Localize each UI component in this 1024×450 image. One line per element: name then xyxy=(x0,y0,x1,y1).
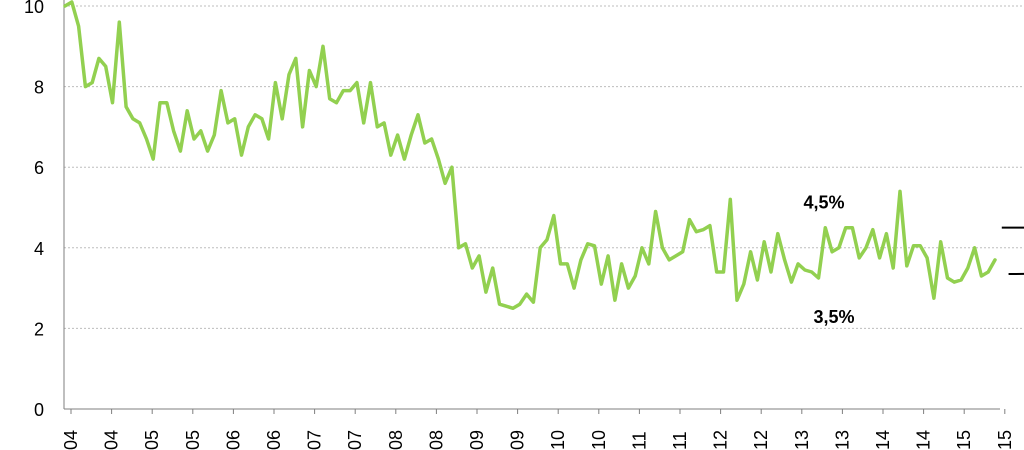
x-tick-label: 12 xyxy=(711,430,731,450)
x-tick-label: 07 xyxy=(345,430,365,450)
y-tick-label: 6 xyxy=(34,158,44,178)
reference-label-upper: 4,5% xyxy=(803,193,844,213)
x-tick-label: 08 xyxy=(426,430,446,450)
x-tick-label: 09 xyxy=(508,430,528,450)
x-tick-label: 11 xyxy=(629,431,649,450)
x-tick-label: 06 xyxy=(223,430,243,450)
x-tick-label: 07 xyxy=(305,430,325,450)
x-tick-label: 14 xyxy=(914,430,934,450)
x-tick-label: 08 xyxy=(386,430,406,450)
y-tick-label: 2 xyxy=(34,319,44,339)
x-tick-label: 11 xyxy=(670,431,690,450)
y-tick-label: 0 xyxy=(34,400,44,420)
reference-line-lower xyxy=(1008,272,1024,275)
x-tick-label: 05 xyxy=(142,430,162,450)
x-tick-label: 09 xyxy=(467,430,487,450)
x-tick-label: 10 xyxy=(548,430,568,450)
y-tick-label: 4 xyxy=(34,239,44,259)
x-tick-label: 13 xyxy=(792,430,812,450)
reference-label-lower: 3,5% xyxy=(813,307,854,327)
x-tick-label: 05 xyxy=(183,430,203,450)
x-tick-label: 15 xyxy=(995,430,1015,450)
x-tick-label: 10 xyxy=(589,430,609,450)
y-tick-label: 10 xyxy=(24,0,44,17)
x-tick-label: 06 xyxy=(264,430,284,450)
y-tick-label: 8 xyxy=(34,78,44,98)
x-tick-label: 15 xyxy=(954,430,974,450)
x-tick-label: 14 xyxy=(873,430,893,450)
x-tick-label: 12 xyxy=(751,430,771,450)
x-tick-label: 13 xyxy=(832,430,852,450)
x-tick-label: 04 xyxy=(61,430,81,450)
series-line xyxy=(63,0,997,311)
x-tick-label: 04 xyxy=(102,430,122,450)
